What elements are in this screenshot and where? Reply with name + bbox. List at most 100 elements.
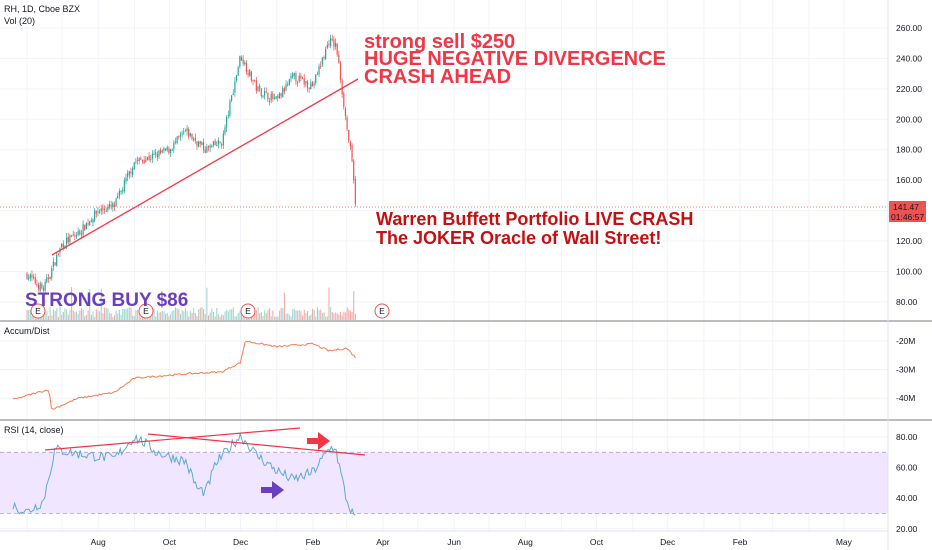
volume-bar bbox=[231, 309, 233, 320]
volume-bar bbox=[153, 308, 155, 320]
rsi-divergence-line-lower[interactable] bbox=[147, 433, 366, 456]
candle-body bbox=[214, 140, 216, 145]
candle-body bbox=[135, 161, 137, 163]
accum-dist-axis[interactable]: -20M -30M -40M bbox=[896, 336, 915, 403]
accum-dist-tick-label: -40M bbox=[896, 393, 915, 403]
candle-body bbox=[110, 204, 112, 207]
volume-bar bbox=[260, 312, 262, 320]
volume-bar bbox=[212, 311, 215, 320]
candle-body bbox=[351, 145, 353, 162]
volume-bar bbox=[221, 314, 223, 320]
candle-body bbox=[155, 152, 157, 155]
accum-dist-line bbox=[12, 340, 356, 410]
candle-body bbox=[346, 117, 348, 130]
volume-bar bbox=[95, 309, 97, 320]
volume-bar bbox=[102, 313, 104, 320]
trendline-support[interactable] bbox=[51, 78, 359, 256]
volume-bar bbox=[318, 310, 320, 320]
candle-body bbox=[235, 75, 238, 81]
volume-bar bbox=[310, 314, 312, 320]
candle-body bbox=[44, 281, 46, 291]
earnings-marker[interactable]: E bbox=[30, 303, 46, 319]
volume-bar bbox=[137, 309, 139, 320]
candle-body bbox=[140, 158, 142, 160]
candle-body bbox=[240, 57, 243, 61]
accum-dist-title: Accum/Dist bbox=[4, 326, 50, 336]
candle-body bbox=[47, 277, 50, 279]
volume-bar bbox=[174, 307, 177, 320]
volume-bar bbox=[120, 314, 122, 320]
volume-bar bbox=[306, 311, 309, 320]
candle-body bbox=[343, 93, 345, 108]
candle-body bbox=[39, 283, 41, 291]
candle-body bbox=[89, 221, 91, 225]
candle-body bbox=[273, 97, 276, 100]
volume-bar bbox=[330, 307, 332, 320]
candle-body bbox=[338, 54, 340, 63]
earnings-marker[interactable]: E bbox=[374, 303, 390, 319]
candle-body bbox=[349, 141, 351, 147]
volume-bar bbox=[207, 315, 210, 320]
price-tick-label: 180.00 bbox=[896, 145, 922, 155]
candle-body bbox=[226, 116, 228, 128]
volume-bar bbox=[222, 315, 224, 320]
earnings-marker-label: E bbox=[35, 306, 41, 316]
rsi-axis[interactable]: 80.00 60.00 40.00 20.00 bbox=[896, 432, 918, 534]
volume-bar bbox=[214, 316, 216, 320]
candle-body bbox=[169, 149, 172, 154]
volume-bar bbox=[188, 316, 190, 320]
candle-body bbox=[217, 140, 219, 145]
volume-bar bbox=[335, 312, 337, 320]
volume-bar bbox=[227, 311, 229, 320]
candle-body bbox=[300, 75, 302, 79]
volume-bar bbox=[74, 312, 76, 320]
volume-bar bbox=[99, 311, 101, 320]
candle-body bbox=[310, 83, 312, 89]
volume-bar bbox=[75, 311, 78, 320]
volume-bar bbox=[348, 309, 350, 320]
time-axis[interactable]: Aug Oct Dec Feb Apr Jun Aug Oct Dec Feb May bbox=[91, 537, 853, 547]
candle-body bbox=[188, 129, 190, 137]
volume-bar bbox=[198, 309, 200, 320]
time-tick-label: Dec bbox=[660, 537, 676, 547]
volume-bar bbox=[186, 311, 188, 320]
candle-body bbox=[293, 73, 295, 76]
volume-bar bbox=[242, 315, 244, 320]
volume-bar bbox=[44, 311, 46, 320]
candle-body bbox=[354, 178, 356, 205]
candle-body bbox=[90, 219, 92, 222]
earnings-marker[interactable]: E bbox=[138, 303, 154, 319]
earnings-marker-label: E bbox=[245, 306, 251, 316]
volume-bar bbox=[240, 314, 243, 320]
volume-bar bbox=[108, 313, 111, 320]
candle-body bbox=[184, 130, 186, 132]
candle-body bbox=[143, 159, 145, 164]
volume-bar bbox=[269, 308, 271, 320]
volume-bar bbox=[31, 315, 33, 320]
candle-body bbox=[52, 261, 54, 267]
candle-body bbox=[160, 149, 162, 153]
candle-body bbox=[26, 273, 28, 280]
candle-body bbox=[164, 148, 167, 151]
volume-bar bbox=[57, 316, 59, 320]
candle-body bbox=[229, 101, 231, 116]
purple-arrow-icon bbox=[261, 481, 284, 499]
candle-body bbox=[28, 277, 30, 279]
candle-body bbox=[29, 274, 31, 279]
candle-body bbox=[237, 67, 239, 76]
volume-bar bbox=[277, 316, 279, 320]
rsi-divergence-line-upper[interactable] bbox=[44, 427, 301, 451]
candle-body bbox=[334, 42, 337, 47]
annotation-divergence: HUGE NEGATIVE DIVERGENCE bbox=[364, 48, 666, 70]
earnings-marker[interactable]: E bbox=[240, 303, 256, 319]
candle-body bbox=[77, 231, 79, 236]
volume-bar bbox=[206, 287, 208, 320]
volume-bar bbox=[232, 307, 234, 320]
candle-body bbox=[230, 95, 233, 101]
candle-body bbox=[234, 81, 236, 93]
volume-bar bbox=[354, 313, 356, 320]
volume-bar bbox=[89, 288, 91, 320]
candle-body bbox=[270, 93, 272, 101]
candle-body bbox=[295, 73, 297, 82]
